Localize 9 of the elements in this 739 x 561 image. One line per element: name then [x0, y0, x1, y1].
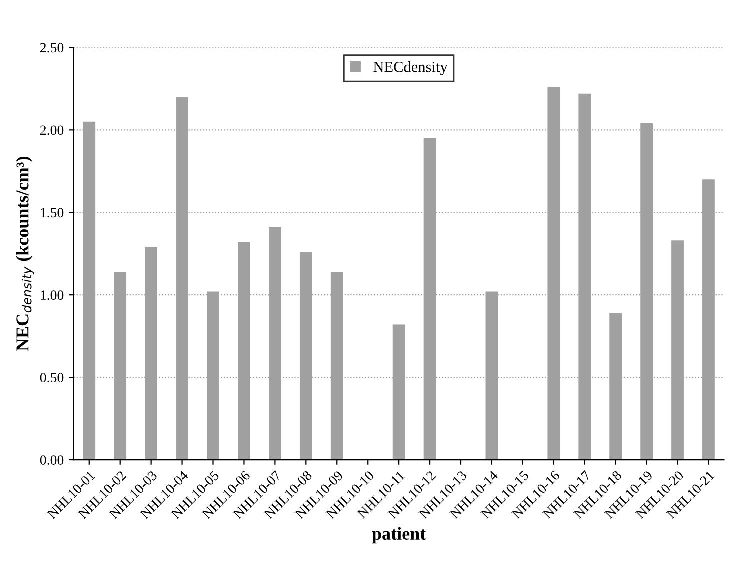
y-axis-title: NEC$_{density}$ (kcounts/cm³)	[16, 156, 34, 352]
y-tick-label: 0.00	[40, 456, 64, 466]
y-tick-label: 0.50	[40, 373, 64, 383]
x-axis-title: patient	[372, 527, 426, 544]
legend-label: NECdensity	[374, 62, 448, 76]
y-tick-label: 2.00	[40, 126, 64, 136]
y-tick-label: 1.50	[41, 208, 64, 218]
y-tick-label: 1.00	[41, 290, 64, 300]
y-tick-label: 2.50	[40, 43, 64, 53]
